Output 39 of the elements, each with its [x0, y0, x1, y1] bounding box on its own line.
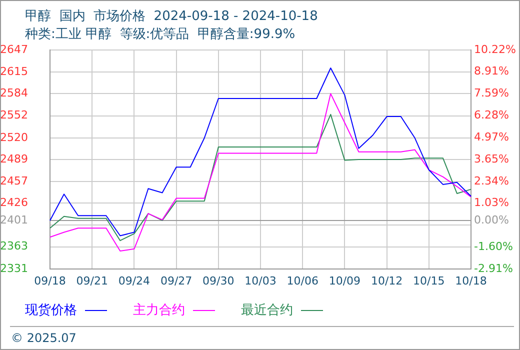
y-tick-label: 2457 — [0, 174, 28, 188]
y-tick-label: 2552 — [0, 108, 28, 122]
x-tick-label: 09/18 — [34, 274, 66, 288]
x-tick-label: 10/15 — [413, 274, 445, 288]
y-tick-label: 2489 — [0, 152, 28, 166]
y2-tick-label: 1.03% — [474, 196, 509, 210]
chart-subtitle: 种类:工业 甲醇 等级:优等品 甲醇含量:99.9% — [25, 26, 296, 43]
y-tick-label: 2520 — [0, 130, 28, 144]
y-tick-label: 2331 — [0, 262, 28, 275]
x-tick-label: 10/03 — [244, 274, 276, 288]
x-tick-label: 10/06 — [286, 274, 318, 288]
y2-tick-label: 2.34% — [474, 174, 509, 188]
x-tick-label: 09/24 — [118, 274, 150, 288]
x-tick-label: 09/30 — [202, 274, 234, 288]
y2-tick-label: 7.59% — [474, 86, 509, 100]
legend-label: 现货价格 — [25, 302, 78, 319]
y-tick-label: 2426 — [0, 196, 28, 210]
y2-tick-label: -2.91% — [474, 262, 513, 275]
chart-title: 甲醇 国内 市场价格 2024-09-18 - 2024-10-18 — [25, 8, 318, 25]
y2-tick-label: 6.28% — [474, 108, 509, 122]
x-tick-label: 10/09 — [328, 274, 361, 288]
y2-tick-label: 4.97% — [474, 130, 509, 144]
x-tick-label: 09/21 — [76, 274, 108, 288]
x-tick-label: 10/18 — [455, 274, 487, 288]
x-tick-label: 09/27 — [160, 274, 192, 288]
y2-tick-label: 0.00% — [474, 213, 509, 226]
y-tick-label: 2584 — [0, 86, 28, 100]
x-tick-label: 10/12 — [370, 274, 403, 288]
y2-tick-label: -1.60% — [474, 240, 513, 254]
y2-tick-label: 10.22% — [474, 42, 516, 56]
y2-tick-label: 3.65% — [474, 152, 509, 166]
legend-label: 最近合约 — [241, 302, 294, 319]
y-tick-label: 2363 — [0, 240, 28, 253]
y-tick-label: 2615 — [0, 65, 28, 78]
legend-label: 主力合约 — [133, 302, 186, 319]
y-tick-label: 2401 — [0, 213, 28, 226]
y2-tick-label: 8.91% — [474, 64, 509, 78]
y-tick-label: 2647 — [0, 42, 28, 56]
text: © 2025.07 — [11, 331, 76, 345]
